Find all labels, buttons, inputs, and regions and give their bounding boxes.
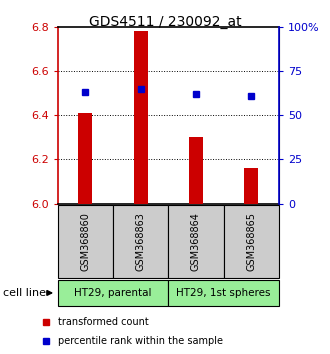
Text: GSM368865: GSM368865 xyxy=(246,212,256,271)
Text: GSM368860: GSM368860 xyxy=(81,212,90,271)
Bar xyxy=(224,205,279,278)
Bar xyxy=(79,113,92,204)
Text: percentile rank within the sample: percentile rank within the sample xyxy=(58,336,223,346)
Text: GDS4511 / 230092_at: GDS4511 / 230092_at xyxy=(89,15,241,29)
Bar xyxy=(58,205,113,278)
Text: HT29, 1st spheres: HT29, 1st spheres xyxy=(176,288,271,298)
Bar xyxy=(168,205,224,278)
Text: HT29, parental: HT29, parental xyxy=(74,288,152,298)
Text: GSM368864: GSM368864 xyxy=(191,212,201,271)
Text: cell line: cell line xyxy=(3,288,46,298)
Bar xyxy=(58,280,168,306)
Bar xyxy=(244,168,258,204)
Bar xyxy=(134,31,148,204)
Bar xyxy=(113,205,168,278)
Text: transformed count: transformed count xyxy=(58,318,148,327)
Text: GSM368863: GSM368863 xyxy=(136,212,146,271)
Bar xyxy=(168,280,279,306)
Bar xyxy=(189,137,203,204)
